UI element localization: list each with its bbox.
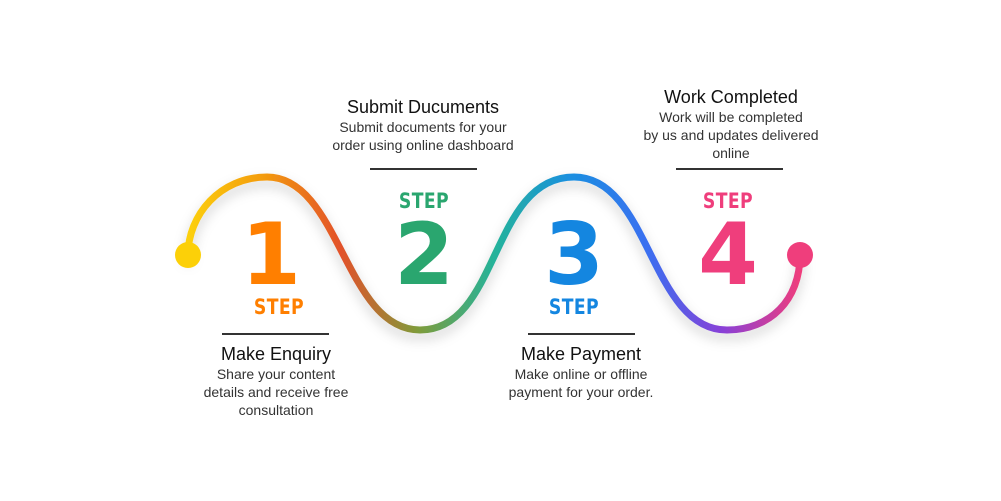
step-2-title: Submit Ducuments — [346, 97, 500, 117]
step-4-title: Work Completed — [664, 87, 798, 107]
step-1-divider — [222, 333, 329, 335]
start-dot — [175, 242, 201, 268]
step-1-description: Share your content details and receive f… — [203, 366, 349, 418]
step-2-divider — [370, 168, 477, 170]
step-3-label: STEP — [548, 295, 600, 319]
step-2-number: 2 — [394, 205, 454, 305]
step-4-number: 4 — [698, 205, 758, 305]
step-4-divider — [676, 168, 783, 170]
step-4-text: Work Completed Work will be completed by… — [611, 86, 851, 162]
step-1-label: STEP — [253, 295, 305, 319]
step-4-label: STEP — [702, 189, 754, 213]
step-1-title: Make Enquiry — [220, 344, 332, 364]
step-3-title: Make Payment — [520, 344, 642, 364]
step-2-label: STEP — [398, 189, 450, 213]
step-1-number: 1 — [241, 205, 301, 305]
step-3-divider — [528, 333, 635, 335]
step-3-description: Make online or offline payment for your … — [508, 366, 654, 400]
step-2-text: Submit Ducuments Submit documents for yo… — [298, 96, 548, 154]
step-1-text: Make Enquiry Share your content details … — [176, 343, 376, 419]
step-4-description: Work will be completed by us and updates… — [643, 109, 819, 161]
step-3-text: Make Payment Make online or offline paym… — [466, 343, 696, 401]
end-dot — [787, 242, 813, 268]
step-2-description: Submit documents for your order using on… — [332, 119, 514, 153]
step-3-number: 3 — [544, 205, 604, 305]
process-wave-line — [184, 173, 804, 334]
